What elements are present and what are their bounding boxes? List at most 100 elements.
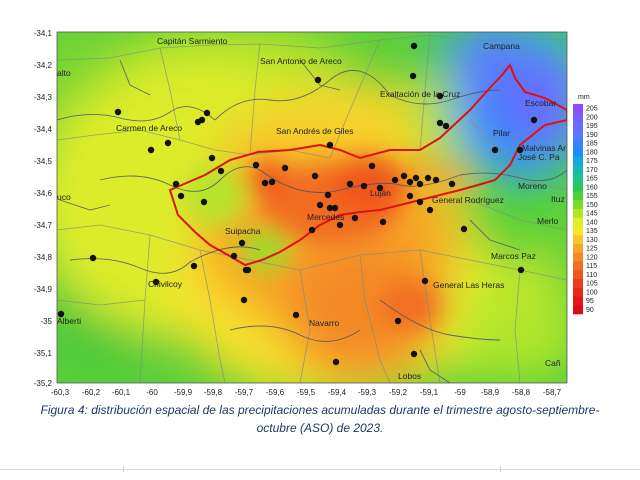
x-tick-label: -60 <box>146 388 158 397</box>
place-label: Navarro <box>309 318 340 328</box>
y-tick-label: -35,2 <box>34 379 53 388</box>
colorbar-label: 110 <box>586 272 597 279</box>
x-tick-label: -59,6 <box>266 388 285 397</box>
colorbar-swatch <box>573 296 583 306</box>
place-label: Marcos Paz <box>491 251 536 261</box>
y-tick-label: -35,1 <box>34 349 53 358</box>
colorbar-label: 190 <box>586 132 598 139</box>
colorbar-label: 105 <box>586 281 598 288</box>
place-label: Luján <box>370 188 391 198</box>
place-labels: Capitán Sarmiento San Antonio de Areco C… <box>57 36 566 381</box>
colorbar-swatch <box>573 235 583 245</box>
y-tick-label: -34,8 <box>34 253 53 262</box>
x-tick-label: -60,1 <box>112 388 131 397</box>
colorbar-swatch <box>573 270 583 280</box>
ruler-tick <box>123 466 124 472</box>
x-tick-label: -58,8 <box>512 388 531 397</box>
colorbar-swatch <box>573 191 583 201</box>
colorbar-swatch <box>573 174 583 184</box>
colorbar-swatch <box>573 252 583 262</box>
colorbar-swatch <box>573 121 583 131</box>
y-tick-label: -35 <box>40 317 52 326</box>
colorbar-label: 200 <box>586 114 598 121</box>
colorbar-swatch <box>573 165 583 175</box>
colorbar-label: 165 <box>586 176 598 183</box>
colorbar-label: 150 <box>586 202 598 209</box>
y-tick-label: -34,2 <box>34 61 53 70</box>
colorbar-label: 155 <box>586 193 598 200</box>
place-label: Lobos <box>398 371 421 381</box>
figure-caption: Figura 4: distribución espacial de las p… <box>0 401 640 437</box>
colorbar-swatch <box>573 156 583 166</box>
colorbar-swatch <box>573 287 583 297</box>
colorbar-swatch <box>573 130 583 140</box>
colorbar-label: 125 <box>586 246 598 253</box>
colorbar-label: 195 <box>586 123 598 130</box>
place-label: Capitán Sarmiento <box>157 36 228 46</box>
y-axis: -34,1 -34,2 -34,3 -34,4 -34,5 -34,6 -34,… <box>34 29 53 388</box>
x-tick-label: -59,2 <box>389 388 408 397</box>
station-markers <box>57 42 538 366</box>
place-label: San Andrés de Giles <box>276 126 354 136</box>
colorbar-swatch <box>573 112 583 122</box>
colorbar-label: 115 <box>586 263 597 270</box>
place-label: Cañ <box>545 358 561 368</box>
caption-line-1: Figura 4: distribución espacial de las p… <box>40 403 600 417</box>
colorbar-label: 180 <box>586 149 598 156</box>
colorbar-label: 135 <box>586 228 598 235</box>
place-label: San Antonio de Areco <box>260 56 342 66</box>
colorbar-label: 140 <box>586 219 598 226</box>
place-label: Exaltación de la Cruz <box>380 89 460 99</box>
lujan-basin-outline <box>168 63 567 267</box>
colorbar-label: 185 <box>586 141 598 148</box>
district-boundaries <box>57 34 567 383</box>
x-tick-label: -59,4 <box>328 388 347 397</box>
place-label: General Las Heras <box>433 280 504 290</box>
page-divider <box>0 469 640 470</box>
y-tick-label: -34,3 <box>34 93 53 102</box>
colorbar-swatch <box>573 261 583 271</box>
x-tick-label: -59,3 <box>358 388 377 397</box>
y-tick-label: -34,5 <box>34 157 53 166</box>
colorbar-label: 130 <box>586 237 598 244</box>
place-label: Chivilcoy <box>148 279 183 289</box>
colorbar-label: 145 <box>586 211 598 218</box>
x-tick-label: -58,9 <box>481 388 500 397</box>
colorbar-swatch <box>573 182 583 192</box>
colorbar-label: 170 <box>586 167 598 174</box>
x-tick-label: -60,2 <box>82 388 101 397</box>
colorbar-label: 90 <box>586 307 594 314</box>
place-label: Moreno <box>518 181 547 191</box>
colorbar-swatch <box>573 209 583 219</box>
precipitation-map: Capitán Sarmiento San Antonio de Areco C… <box>34 29 598 397</box>
place-label: Alberti <box>57 316 81 326</box>
colorbar-swatch <box>573 147 583 157</box>
colorbar-label: 95 <box>586 298 594 305</box>
place-label: Carmen de Areco <box>116 123 182 133</box>
place-label: uco <box>57 192 71 202</box>
place-label: Mercedes <box>307 212 344 222</box>
place-label: Malvinas Ar <box>522 143 566 153</box>
place-label: Escobar <box>525 98 556 108</box>
colorbar-swatch <box>573 200 583 210</box>
x-tick-label: -59,8 <box>204 388 223 397</box>
place-label: Merlo <box>537 216 559 226</box>
x-tick-label: -60,3 <box>51 388 70 397</box>
x-tick-label: -59,1 <box>420 388 439 397</box>
colorbar-legend: mm 2052001951901851801751701651601551501… <box>573 94 598 315</box>
colorbar-label: 100 <box>586 289 598 296</box>
place-label: Campana <box>483 41 520 51</box>
colorbar-label: 120 <box>586 254 598 261</box>
place-label: alto <box>57 68 71 78</box>
x-tick-label: -59,9 <box>174 388 193 397</box>
x-tick-label: -59,7 <box>235 388 254 397</box>
colorbar-swatch <box>573 244 583 254</box>
colorbar-swatch <box>573 139 583 149</box>
caption-line-2: octubre (ASO) de 2023. <box>256 421 384 435</box>
place-label: Suipacha <box>225 226 261 236</box>
y-tick-label: -34,9 <box>34 285 53 294</box>
place-label: General Rodríguez <box>432 195 504 205</box>
place-label: Pilar <box>493 128 510 138</box>
ruler-tick <box>500 466 501 472</box>
colorbar-swatch <box>573 279 583 289</box>
